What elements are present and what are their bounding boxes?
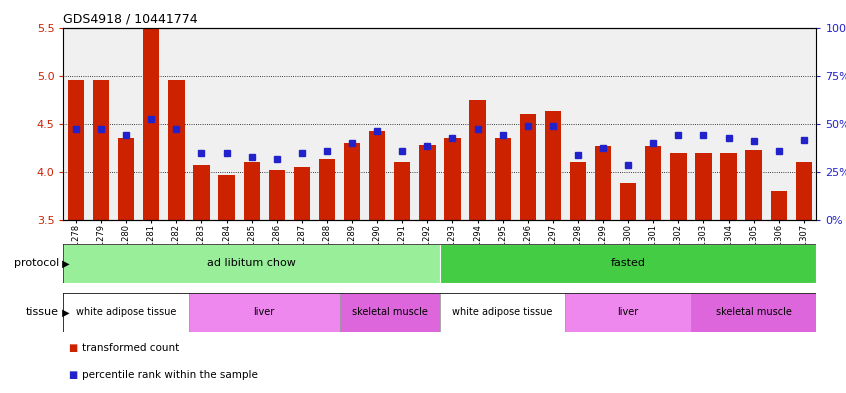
Bar <box>344 143 360 220</box>
Text: white adipose tissue: white adipose tissue <box>453 307 552 318</box>
Bar <box>63 293 189 332</box>
Bar <box>218 175 234 220</box>
Bar <box>440 244 816 283</box>
Text: white adipose tissue: white adipose tissue <box>76 307 176 318</box>
Text: liver: liver <box>254 307 275 318</box>
Bar <box>771 191 787 220</box>
Text: skeletal muscle: skeletal muscle <box>352 307 428 318</box>
Bar <box>118 138 135 220</box>
Text: percentile rank within the sample: percentile rank within the sample <box>82 370 258 380</box>
Text: transformed count: transformed count <box>82 343 179 353</box>
Text: liver: liver <box>618 307 639 318</box>
Bar <box>68 81 84 220</box>
Bar <box>168 81 184 220</box>
Bar <box>420 145 436 220</box>
Bar <box>495 138 511 220</box>
Text: ▶: ▶ <box>59 307 70 318</box>
Bar <box>244 162 260 220</box>
Bar <box>691 293 816 332</box>
Bar <box>194 165 210 220</box>
Text: GDS4918 / 10441774: GDS4918 / 10441774 <box>63 13 198 26</box>
Bar <box>319 160 335 220</box>
Bar <box>645 146 662 220</box>
Bar <box>620 184 636 220</box>
Bar <box>143 29 159 220</box>
Bar <box>545 111 561 220</box>
Bar <box>595 146 611 220</box>
Text: protocol: protocol <box>14 258 59 268</box>
Text: skeletal muscle: skeletal muscle <box>716 307 792 318</box>
Text: ■: ■ <box>68 370 77 380</box>
Bar <box>369 130 385 220</box>
Bar <box>269 170 285 220</box>
Bar <box>695 152 711 220</box>
Text: ▶: ▶ <box>59 258 70 268</box>
Text: tissue: tissue <box>26 307 59 318</box>
Bar <box>721 152 737 220</box>
Bar <box>63 244 440 283</box>
Bar <box>444 138 460 220</box>
Bar <box>93 81 109 220</box>
Bar <box>394 162 410 220</box>
Bar <box>189 293 339 332</box>
Bar <box>470 100 486 220</box>
Bar <box>565 293 691 332</box>
Bar <box>745 150 761 220</box>
Bar <box>519 114 536 220</box>
Bar <box>440 293 565 332</box>
Text: ■: ■ <box>68 343 77 353</box>
Bar <box>339 293 440 332</box>
Text: fasted: fasted <box>611 258 645 268</box>
Bar <box>670 152 686 220</box>
Bar <box>570 162 586 220</box>
Bar <box>796 162 812 220</box>
Bar <box>294 167 310 220</box>
Text: ad libitum chow: ad libitum chow <box>207 258 296 268</box>
